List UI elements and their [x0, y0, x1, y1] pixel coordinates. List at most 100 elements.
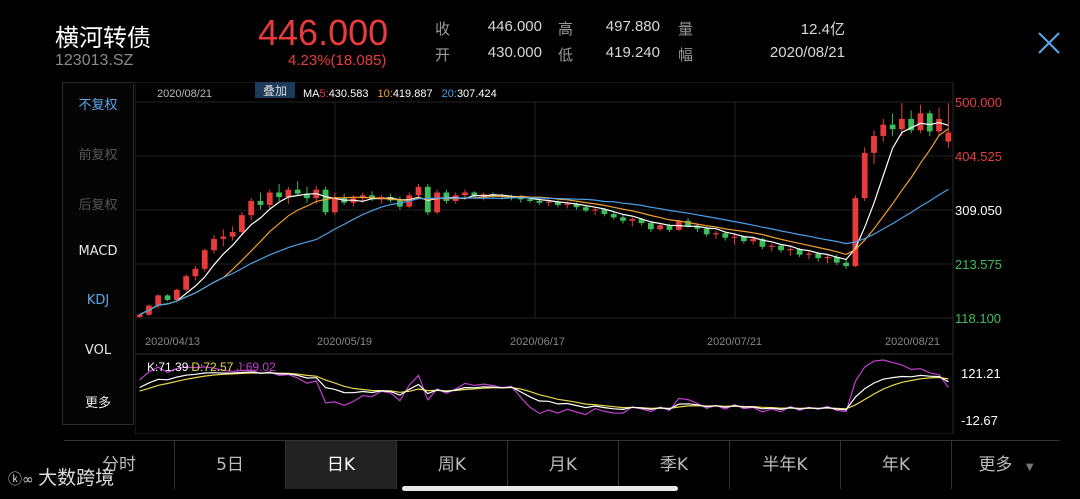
candle-body [685, 220, 691, 227]
candle-body [787, 249, 794, 251]
candle-body [564, 203, 571, 206]
candle-body [536, 200, 543, 203]
kdj-d-label: D:72.57 [191, 360, 233, 374]
period-tab-bar: 分时 5日 日K 周K 月K 季K 半年K 年K 更多 ▼ [64, 440, 1060, 489]
x-tick-label: 2020/04/13 [145, 336, 200, 348]
price-change: 4.23%(18.085) [288, 52, 387, 69]
candle-body [164, 295, 171, 300]
tab-monthly-k[interactable]: 月K [508, 441, 619, 489]
x-tick-label: 2020/06/17 [510, 336, 565, 348]
tab-more-label: 更多 [978, 455, 1013, 475]
candle-body [852, 198, 859, 267]
ma5-line [139, 121, 949, 316]
candle-body [434, 192, 440, 213]
candle-body [806, 253, 812, 255]
candle-body [462, 192, 468, 196]
bond-code: 123013.SZ [55, 52, 134, 69]
volume-value: 12.4亿 [800, 21, 845, 38]
high-label: 高 [558, 20, 574, 38]
open-value: 430.000 [487, 44, 542, 61]
tab-half-year-k[interactable]: 半年K [730, 441, 841, 489]
candle-body [898, 118, 905, 130]
candle-body [555, 201, 561, 205]
ma20-line [139, 188, 949, 316]
candle-body [276, 192, 282, 198]
sidebar-item-unadjusted[interactable]: 不复权 [78, 98, 118, 113]
ma10-line [139, 128, 949, 316]
sidebar-item-kdj[interactable]: KDJ [86, 293, 110, 308]
range-value: 2020/08/21 [769, 44, 845, 61]
candle-body [266, 192, 273, 205]
candle-body [201, 250, 208, 269]
candle-body [917, 113, 924, 131]
y-tick-label: 404.525 [955, 149, 1002, 164]
candle-body [173, 289, 180, 300]
candle-body [155, 295, 162, 306]
kdj-lines [139, 359, 949, 416]
candle-body [629, 219, 636, 221]
candle-body [620, 217, 626, 221]
y-tick-label: 500.000 [955, 95, 1002, 110]
candle-body [527, 199, 533, 201]
watermark: ⓚ∞ 大数跨境 [8, 463, 114, 490]
candle-body [545, 201, 552, 203]
candle-body [610, 213, 617, 218]
chart-border [135, 82, 954, 434]
sidebar-item-more[interactable]: 更多 [84, 396, 111, 411]
y-tick-label: 213.575 [955, 257, 1002, 272]
home-indicator[interactable] [402, 486, 678, 491]
x-tick-label: 2020/05/19 [317, 336, 372, 348]
candle-body [815, 253, 822, 259]
ma5-label: 5: [320, 88, 329, 100]
tab-yearly-k[interactable]: 年K [841, 441, 952, 489]
moving-average-lines [139, 121, 949, 316]
candle-body [573, 203, 580, 208]
candle-body [936, 118, 942, 132]
candle-body [601, 209, 608, 214]
candle-body [843, 262, 849, 267]
tab-5day[interactable]: 5日 [175, 441, 286, 489]
bond-name: 横河转债 [55, 24, 151, 52]
axis-ticks: 500.000 404.525 309.050 213.575 118.100 2020/… [145, 95, 1002, 348]
tab-weekly-k[interactable]: 周K [397, 441, 508, 489]
tab-daily-k[interactable]: 日K [286, 441, 397, 489]
tab-intraday[interactable]: 分时 [64, 441, 175, 489]
candle-body [889, 124, 896, 130]
candle-body [136, 314, 143, 317]
candle-body [880, 124, 887, 136]
candle-body [248, 200, 255, 216]
candle-body [294, 189, 301, 194]
candle-body [443, 192, 450, 201]
overlay-button-bg[interactable] [255, 82, 295, 98]
sidebar-item-macd[interactable]: MACD [78, 244, 118, 259]
sidebar-item-vol[interactable]: VOL [84, 343, 112, 358]
candle-body [694, 226, 701, 229]
candlestick-series [136, 103, 952, 319]
volume-label: 量 [678, 20, 694, 38]
candle-body [722, 233, 729, 238]
kdj-bottom-value: -12.67 [961, 413, 998, 428]
candle-body [592, 209, 599, 211]
close-label: 收 [435, 20, 451, 38]
tab-more[interactable]: 更多 ▼ [952, 441, 1060, 489]
kdj-d-line [139, 372, 949, 410]
ma-legend: MA5:430.583 10:419.887 20:307.424 [303, 88, 497, 100]
overlay-button[interactable]: 叠加 [263, 84, 287, 98]
candle-body [220, 236, 227, 239]
ma20-value: 307.424 [457, 88, 497, 100]
kdj-legend: K:71.39 D:72.57 J:69.02 [147, 360, 276, 374]
sidebar-item-forward-adjusted[interactable]: 前复权 [78, 148, 118, 163]
candle-body [861, 152, 868, 199]
candle-body [871, 135, 877, 153]
candle-body [713, 233, 719, 235]
candle-body [796, 249, 803, 255]
candle-body [211, 238, 217, 251]
candle-body [778, 245, 784, 251]
range-label: 幅 [678, 46, 694, 64]
candle-body [740, 236, 747, 242]
y-tick-label: 118.100 [955, 311, 1001, 326]
close-icon[interactable] [1036, 30, 1062, 56]
sidebar-item-backward-adjusted[interactable]: 后复权 [78, 198, 118, 213]
tab-quarterly-k[interactable]: 季K [619, 441, 730, 489]
kline-chart[interactable]: 500.000 404.525 309.050 213.575 118.100 2020/… [135, 82, 1060, 434]
